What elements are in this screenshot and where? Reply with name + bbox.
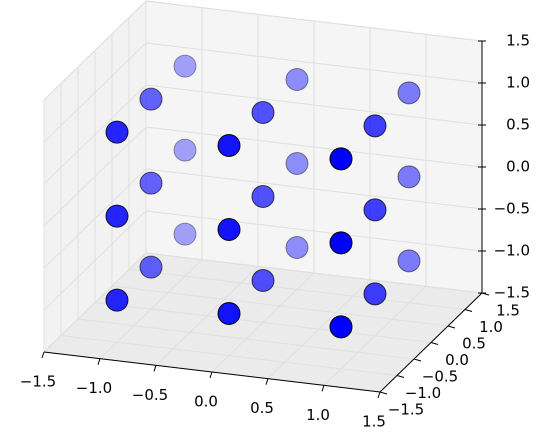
z-tick-label: −1.0 [494, 242, 530, 260]
point [139, 255, 163, 279]
grid-line [128, 269, 466, 310]
x-tick-label: 0.0 [194, 393, 218, 411]
y-tick-label: −1.5 [388, 401, 424, 419]
y-tick-label: −1.0 [405, 384, 441, 402]
point [173, 138, 197, 162]
grid-line [43, 126, 147, 227]
y-tick-label: 0.5 [462, 335, 486, 353]
z-tick-label: −1.5 [494, 284, 530, 302]
y-tick-label: 1.5 [496, 302, 520, 320]
grid-line [145, 168, 483, 210]
point [105, 120, 129, 144]
y-axis-line [379, 292, 483, 393]
x-tick-label: 0.5 [250, 399, 274, 417]
grid-line [77, 318, 415, 360]
y-tick-label: −0.5 [422, 368, 458, 386]
point [363, 198, 387, 222]
tick-mark [153, 365, 157, 372]
x-tick-label: −1.5 [20, 373, 56, 391]
point [217, 302, 241, 325]
point [251, 269, 275, 292]
point [329, 315, 353, 339]
point [173, 222, 197, 246]
y-tick-label: 1.0 [479, 318, 503, 336]
point [363, 114, 387, 138]
grid-line [43, 252, 147, 353]
x-tick-label: 1.0 [306, 406, 330, 424]
point [217, 134, 241, 157]
grid-line [60, 335, 398, 376]
point [397, 81, 421, 105]
point [139, 87, 163, 111]
point [285, 236, 309, 259]
grid-line [43, 42, 147, 143]
z-tick-label: 0.5 [506, 116, 530, 134]
point [217, 218, 241, 241]
point [363, 282, 387, 306]
grid-line [43, 168, 147, 269]
point [139, 171, 163, 195]
grid-line [43, 0, 147, 101]
grid-line [145, 126, 483, 168]
x-tick-label: 1.5 [362, 413, 386, 431]
grid-line [145, 84, 483, 126]
point [251, 185, 275, 208]
point [105, 288, 129, 312]
y-tick-label: 0.0 [445, 351, 469, 369]
point [329, 231, 353, 255]
point [173, 54, 197, 78]
grid-line [145, 42, 483, 84]
point [251, 101, 275, 124]
grid-line [145, 252, 483, 294]
x-tick-label: −0.5 [132, 386, 168, 404]
x-tick-label: −1.0 [76, 379, 112, 397]
point [397, 165, 421, 189]
point [329, 147, 353, 171]
point [285, 152, 309, 175]
tick-mark [430, 342, 439, 345]
tick-mark [413, 358, 422, 362]
z-tick-label: 1.5 [506, 32, 530, 50]
grid-line [145, 0, 483, 42]
tick-mark [377, 391, 381, 399]
z-tick-label: −0.5 [494, 200, 530, 218]
grid-line [94, 302, 432, 343]
tick-mark [97, 358, 101, 365]
tick-mark [379, 391, 388, 395]
grid-line [43, 84, 147, 185]
grid-line [111, 285, 449, 327]
grid-line [145, 210, 483, 252]
tick-mark [396, 375, 405, 378]
point [105, 204, 129, 228]
tick-mark [265, 378, 269, 385]
x-axis-line [43, 351, 381, 393]
z-tick-label: 1.0 [506, 74, 530, 92]
z-tick-label: 0.0 [506, 158, 530, 176]
grid-line [43, 210, 147, 311]
tick-mark [321, 385, 325, 392]
point [285, 68, 309, 91]
point [397, 249, 421, 273]
tick-mark [447, 325, 456, 329]
tick-mark [209, 371, 213, 379]
tick-mark [41, 351, 45, 359]
tick-mark [464, 309, 473, 312]
